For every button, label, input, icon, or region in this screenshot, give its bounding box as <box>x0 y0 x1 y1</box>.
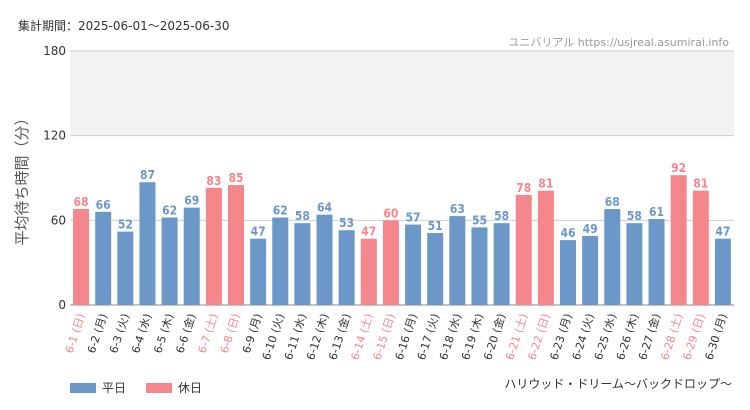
grid-layer: 0 60 120 180 <box>43 44 734 312</box>
bar <box>604 209 621 305</box>
y-axis-label: 平均待ち時間（分） <box>13 110 31 245</box>
bar <box>582 235 599 305</box>
bar <box>338 230 355 305</box>
bar <box>250 238 267 305</box>
site-credit: ユニバリアル https://usjreal.asumirai.info <box>508 36 729 49</box>
bar <box>316 214 333 305</box>
bar <box>670 175 687 305</box>
y-tick-label: 0 <box>58 298 66 312</box>
x-tick-label: 6-9 (月) <box>240 312 265 355</box>
period-label: 集計期間：2025-06-01～2025-06-30 <box>18 19 230 33</box>
value-label: 46 <box>560 226 575 240</box>
value-label: 49 <box>583 222 598 236</box>
value-label: 64 <box>317 201 333 215</box>
highlight-band <box>70 51 734 136</box>
value-label: 55 <box>472 213 487 227</box>
legend: 平日 休日 <box>70 379 222 396</box>
x-tick-label: 6-4 (水) <box>129 312 154 355</box>
value-label: 69 <box>184 194 199 208</box>
bar <box>228 185 244 305</box>
value-label: 85 <box>228 171 243 185</box>
highlight-band-layer <box>70 51 734 136</box>
value-label: 61 <box>649 205 664 219</box>
value-label: 81 <box>538 177 553 191</box>
value-label: 68 <box>74 195 89 209</box>
y-tick-label: 180 <box>43 44 66 58</box>
bar <box>560 240 576 305</box>
y-tick-label: 120 <box>43 129 66 143</box>
value-label: 51 <box>428 219 443 233</box>
legend-swatch-holiday <box>146 382 173 393</box>
bar <box>183 207 200 305</box>
x-tick-label: 6-1 (日) <box>63 312 88 355</box>
value-label: 53 <box>339 216 354 230</box>
x-tick-label: 6-3 (火) <box>107 312 132 355</box>
bar <box>272 217 289 305</box>
legend-item-weekday: 平日 <box>70 379 126 396</box>
value-label: 47 <box>251 225 266 239</box>
bar <box>493 223 510 305</box>
value-label: 78 <box>516 181 531 195</box>
value-label: 63 <box>450 202 465 216</box>
x-tick-label: 6-6 (金) <box>173 312 199 355</box>
value-label: 58 <box>627 209 642 223</box>
value-label: 57 <box>406 211 421 225</box>
bar <box>449 216 466 305</box>
value-label: 47 <box>715 225 730 239</box>
value-label: 92 <box>671 161 686 175</box>
bar <box>73 209 90 305</box>
value-label: 83 <box>206 174 221 188</box>
bar <box>294 223 311 305</box>
legend-label-weekday: 平日 <box>102 381 127 395</box>
x-tick-label: 6-7 (土) <box>196 312 221 355</box>
x-tick-label: 6-30 (月) <box>703 312 730 362</box>
bar <box>161 217 178 305</box>
value-label: 58 <box>494 209 509 223</box>
bar <box>117 231 134 305</box>
bar <box>95 211 112 305</box>
bar <box>427 233 444 305</box>
bar <box>360 238 377 305</box>
legend-item-holiday: 休日 <box>146 379 202 396</box>
bar <box>471 227 488 305</box>
value-label: 66 <box>96 198 111 212</box>
value-label: 68 <box>605 195 620 209</box>
x-tick-label: 6-8 (日) <box>218 312 243 355</box>
bar <box>405 224 422 305</box>
bar <box>139 182 156 305</box>
attraction-name: ハリウッド・ドリーム～バックドロップ～ <box>504 377 732 391</box>
bar <box>714 238 731 305</box>
y-tick-label: 60 <box>51 213 66 227</box>
value-label: 62 <box>162 204 177 218</box>
bar <box>626 223 643 305</box>
value-label: 81 <box>693 177 708 191</box>
bar <box>692 190 709 305</box>
value-label: 62 <box>273 204 288 218</box>
bars-layer <box>73 175 731 305</box>
x-tick-label: 6-5 (木) <box>151 312 176 355</box>
legend-label-holiday: 休日 <box>178 381 203 395</box>
value-label: 52 <box>118 218 133 232</box>
bar <box>515 194 532 305</box>
value-label: 87 <box>140 168 155 182</box>
value-label: 60 <box>383 206 398 220</box>
value-label: 47 <box>361 225 376 239</box>
x-tick-label: 6-2 (月) <box>85 312 110 355</box>
value-label: 58 <box>295 209 310 223</box>
bar <box>205 187 222 305</box>
bar <box>537 190 554 305</box>
bar <box>382 220 399 305</box>
legend-swatch-weekday <box>70 382 96 393</box>
bar <box>648 218 665 305</box>
